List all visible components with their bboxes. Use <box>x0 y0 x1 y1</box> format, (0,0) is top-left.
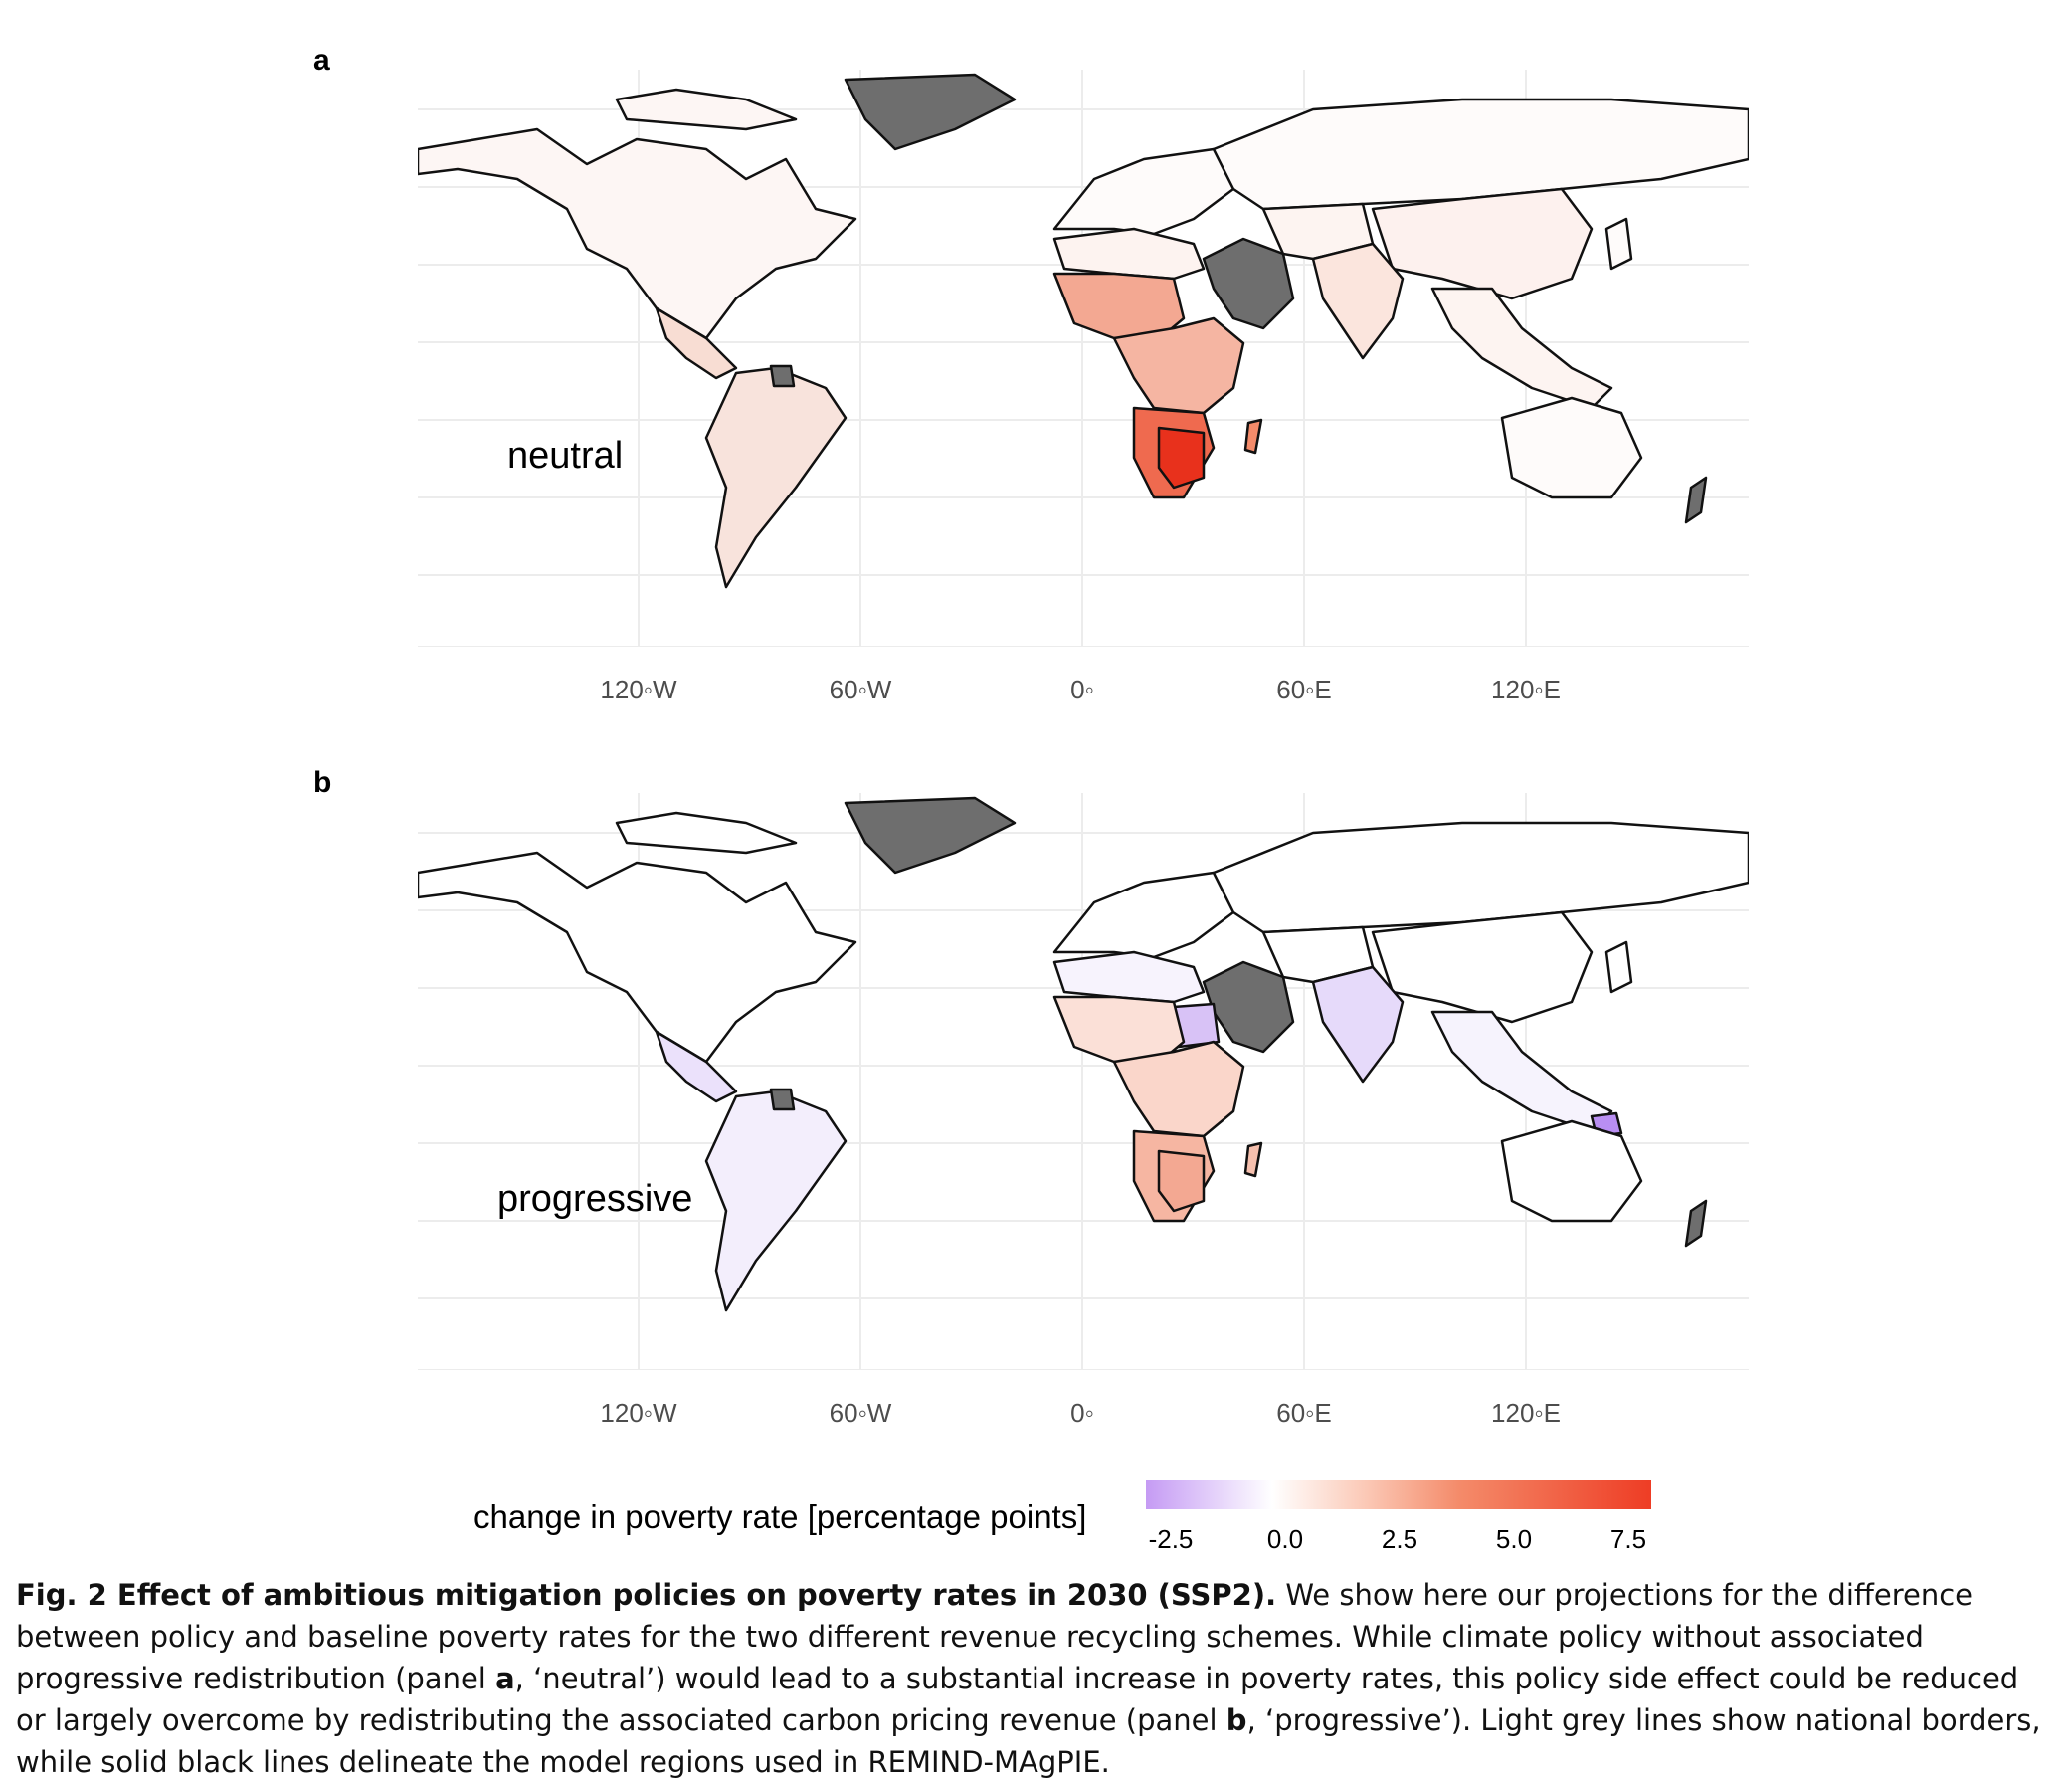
region-north-africa <box>1052 950 1206 1004</box>
region-japan <box>1604 940 1633 994</box>
region-india <box>1311 242 1405 360</box>
region-central-america <box>655 1030 738 1103</box>
caption-text: , ‘neutral’) would lead to a substantial… <box>16 1662 2019 1737</box>
world-map-progressive: progressive <box>418 793 1749 1370</box>
region-guianas <box>769 364 796 388</box>
lon-tick-120e: 120◦E <box>1491 1398 1561 1428</box>
region-china <box>1371 910 1594 1024</box>
region-north-america <box>418 851 857 1064</box>
lon-tick-120w: 120◦W <box>600 675 677 704</box>
region-canada-arctic <box>615 88 798 131</box>
region-guianas <box>769 1088 796 1111</box>
legend-tick: 0.0 <box>1266 1524 1304 1554</box>
lon-tick-60w: 60◦W <box>829 675 892 704</box>
region-india <box>1311 965 1405 1084</box>
panel-label-progressive: progressive <box>497 1178 692 1220</box>
legend-tick: 7.5 <box>1609 1524 1647 1554</box>
region-south-africa <box>1157 426 1206 490</box>
region-greenland <box>844 73 1017 151</box>
legend-tick: 5.0 <box>1495 1524 1533 1554</box>
region-china <box>1371 187 1594 300</box>
region-southeast-asia <box>1430 287 1613 410</box>
region-madagascar <box>1243 418 1263 455</box>
figure-caption: Fig. 2 Effect of ambitious mitigation po… <box>16 1574 2055 1783</box>
region-greenland <box>844 796 1017 875</box>
panel-letter-a: a <box>313 44 330 77</box>
lon-tick-120w: 120◦W <box>600 1398 677 1428</box>
region-north-africa <box>1052 227 1206 281</box>
region-new-zealand <box>1684 1199 1708 1248</box>
region-southeast-asia <box>1430 1010 1613 1133</box>
legend-colorbar <box>1146 1480 1651 1509</box>
caption-bold-a: a <box>495 1662 515 1695</box>
region-australia <box>1500 1119 1643 1223</box>
panel-label-neutral: neutral <box>507 435 623 477</box>
lon-tick-0: 0◦ <box>1070 675 1094 704</box>
panel-letter-b: b <box>313 766 332 799</box>
legend-tick: 2.5 <box>1381 1524 1418 1554</box>
lon-tick-60w: 60◦W <box>829 1398 892 1428</box>
region-new-zealand <box>1684 476 1708 524</box>
caption-heading: Fig. 2 Effect of ambitious mitigation po… <box>16 1578 1277 1612</box>
legend-tick: -2.5 <box>1148 1524 1194 1554</box>
region-central-east-africa <box>1112 1040 1245 1138</box>
world-map-neutral: neutral <box>418 70 1749 647</box>
legend-title: change in poverty rate [percentage point… <box>473 1498 1087 1535</box>
region-russia <box>1212 98 1749 211</box>
caption-text: We show here our projections for the dif… <box>16 1578 1974 1695</box>
region-middle-east <box>1202 960 1295 1054</box>
region-canada-arctic <box>615 811 798 855</box>
lon-tick-0: 0◦ <box>1070 1398 1094 1428</box>
region-north-america <box>418 127 857 340</box>
region-south-america <box>704 1090 848 1312</box>
lon-tick-60e: 60◦E <box>1276 1398 1332 1428</box>
region-south-america <box>704 366 848 589</box>
region-madagascar <box>1243 1141 1263 1178</box>
lon-tick-60e: 60◦E <box>1276 675 1332 704</box>
region-australia <box>1500 396 1643 499</box>
region-japan <box>1604 217 1633 271</box>
lon-tick-120e: 120◦E <box>1491 675 1561 704</box>
map-panel-a: neutral <box>418 70 1749 647</box>
region-russia <box>1212 821 1749 934</box>
map-panel-b: progressive <box>418 793 1749 1370</box>
caption-bold-b: b <box>1225 1703 1247 1737</box>
region-south-africa <box>1157 1149 1206 1213</box>
region-middle-east <box>1202 237 1295 330</box>
region-central-america <box>655 306 738 380</box>
region-central-east-africa <box>1112 316 1245 415</box>
